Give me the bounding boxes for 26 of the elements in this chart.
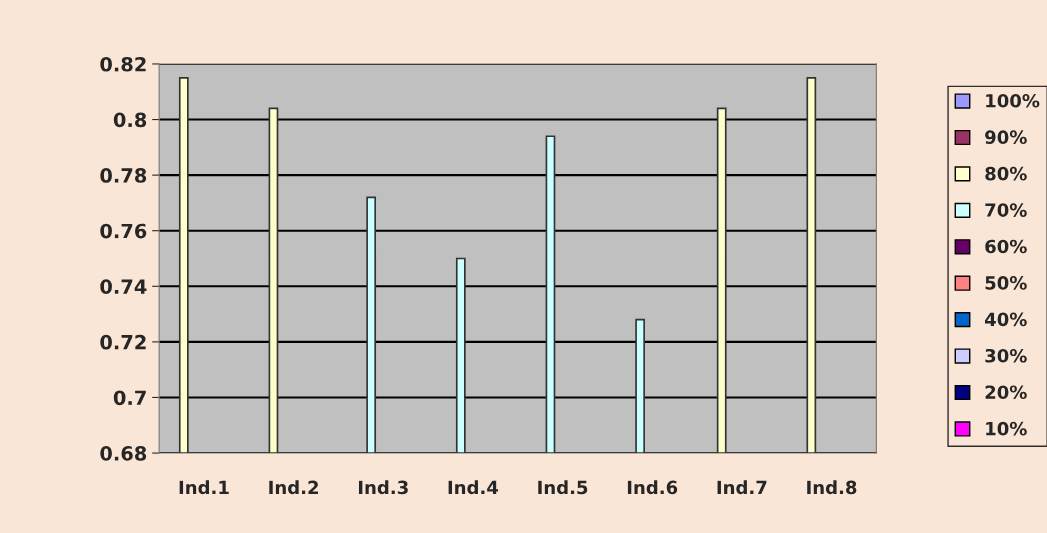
x-tick-label: Ind.6 bbox=[627, 480, 678, 495]
legend-label: 20% bbox=[985, 385, 1027, 400]
legend-label: 80% bbox=[985, 166, 1027, 181]
legend-label: 60% bbox=[985, 239, 1027, 254]
x-tick-label: Ind.3 bbox=[358, 480, 408, 495]
legend-label: 100% bbox=[986, 93, 1040, 108]
legend-label: 30% bbox=[985, 348, 1027, 363]
x-tick-label: Ind.5 bbox=[538, 480, 588, 495]
legend-label: 10% bbox=[986, 421, 1027, 436]
legend-label: 40% bbox=[984, 312, 1027, 327]
y-tick-label: 0.82 bbox=[100, 56, 146, 72]
x-tick-label: Ind.8 bbox=[807, 480, 857, 495]
legend-label: 70% bbox=[985, 203, 1027, 217]
legend-label: 50% bbox=[985, 276, 1027, 290]
x-tick-label: Ind.1 bbox=[179, 480, 229, 495]
legend-label: 90% bbox=[985, 130, 1027, 145]
y-tick-label: 0.76 bbox=[100, 223, 147, 239]
y-tick-label: 0.7 bbox=[113, 390, 146, 406]
y-tick-label: 0.68 bbox=[100, 446, 147, 461]
y-tick-label: 0.8 bbox=[113, 112, 147, 128]
y-tick-label: 0.74 bbox=[100, 279, 147, 294]
y-tick-label: 0.72 bbox=[100, 334, 146, 350]
x-tick-label: Ind.2 bbox=[269, 480, 319, 495]
x-tick-label: Ind.4 bbox=[448, 480, 499, 495]
y-tick-label: 0.78 bbox=[100, 168, 147, 183]
x-tick-label: Ind.7 bbox=[717, 480, 767, 495]
